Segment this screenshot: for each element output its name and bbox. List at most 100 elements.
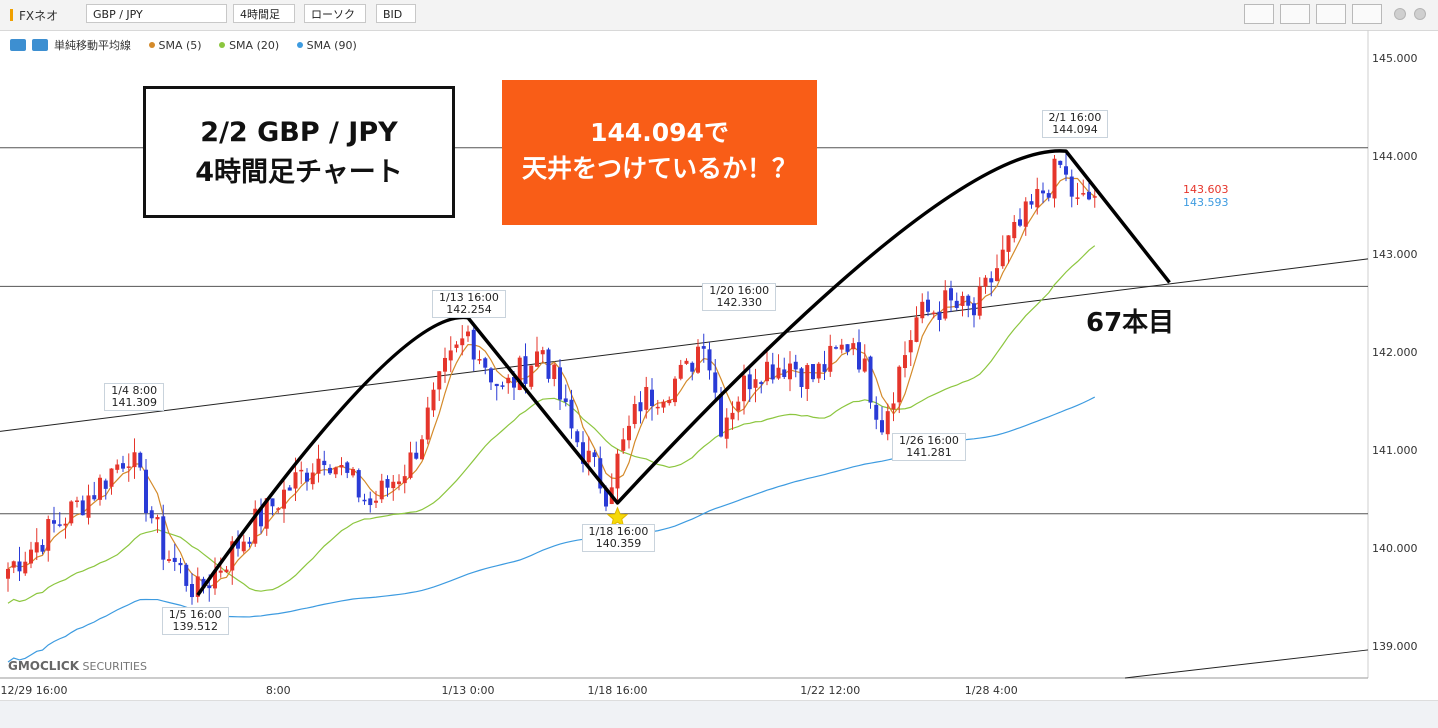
navigator-scrollbar[interactable] <box>0 700 1438 728</box>
y-tick-label-2: 143.000 <box>1372 248 1418 261</box>
candle-body <box>868 356 873 403</box>
candle-body <box>63 523 68 526</box>
chart-title-box: 2/2 GBP / JPY 4時間足チャート <box>143 86 455 218</box>
candle-body <box>995 268 999 282</box>
candle-body <box>1018 219 1022 226</box>
candle-body <box>770 364 775 380</box>
candle-body <box>920 301 925 319</box>
callout-box: 144.094で 天井をつけているか！？ <box>502 80 817 225</box>
candle-body <box>638 402 643 412</box>
candle-body <box>80 500 85 516</box>
candle-body <box>604 489 608 507</box>
candle-body <box>23 561 28 574</box>
candle-body <box>454 344 459 348</box>
price-label-6: 2/1 16:00 144.094 <box>1041 109 1109 138</box>
candle-body <box>397 481 401 485</box>
zigzag-pattern <box>196 149 1171 597</box>
y-tick-label-0: 145.000 <box>1372 52 1418 65</box>
candle-body <box>103 480 108 489</box>
expand-icon[interactable] <box>32 39 48 51</box>
price-label-2: 1/13 16:00 142.254 <box>432 290 506 319</box>
close-icon[interactable] <box>1414 8 1426 20</box>
y-tick-label-3: 142.000 <box>1372 346 1418 359</box>
candle-body <box>805 365 810 390</box>
trend-tool-icon[interactable] <box>1244 4 1274 24</box>
app-name: FXネオ <box>19 9 59 23</box>
trend-line-lower <box>1124 649 1369 679</box>
candle-body <box>86 495 91 518</box>
candle-body <box>172 557 177 562</box>
chart-style-select[interactable]: ローソク <box>304 4 366 23</box>
candle-body <box>834 347 838 349</box>
window-icon[interactable] <box>1352 4 1382 24</box>
logo-sub: SECURITIES <box>82 660 147 673</box>
candle-body <box>276 508 281 510</box>
timeframe-select[interactable]: 4時間足 <box>233 4 295 23</box>
candle-body <box>109 468 114 487</box>
candle-body <box>1035 188 1040 208</box>
candle-body <box>569 399 574 429</box>
candle-body <box>724 417 729 439</box>
candle-body <box>207 585 212 589</box>
list-icon[interactable] <box>10 39 26 51</box>
area-chart-icon[interactable] <box>1280 4 1310 24</box>
x-tick-label-4: 1/22 12:00 <box>800 684 861 697</box>
candle-body <box>707 349 712 371</box>
broker-logo: GMOCLICK SECURITIES <box>8 659 147 673</box>
callout-line2: 天井をつけているか！？ <box>521 154 797 183</box>
candle-body <box>316 458 321 474</box>
candle-body <box>517 357 522 390</box>
candle-body <box>742 375 746 402</box>
candle-body <box>667 400 672 404</box>
price-label-time: 1/18 16:00 <box>588 524 649 538</box>
x-tick-label-0: 12/29 16:00 <box>0 684 68 697</box>
candle-body <box>954 300 959 308</box>
candle-body <box>40 544 45 552</box>
x-tick-label-2: 1/13 0:00 <box>441 684 495 697</box>
candle-body <box>138 452 143 468</box>
candle-body <box>494 383 499 387</box>
sma90-swatch <box>296 42 303 48</box>
candle-body <box>466 331 470 337</box>
candle-body <box>121 463 125 469</box>
sma5-swatch <box>148 42 155 48</box>
candle-body <box>287 487 292 491</box>
low-star-icon <box>606 506 629 527</box>
candle-body <box>362 499 367 502</box>
price-label-time: 2/1 16:00 <box>1048 110 1102 124</box>
candle-body <box>776 367 781 379</box>
candle-body <box>816 363 821 379</box>
candle-body <box>529 365 534 387</box>
candle-body <box>540 350 545 355</box>
candle-body <box>29 549 33 564</box>
candle-body <box>765 361 769 382</box>
candle-body <box>839 344 844 350</box>
candle-body <box>477 359 482 361</box>
candle-body <box>661 401 666 408</box>
candle-body <box>891 403 896 410</box>
candle-body <box>880 420 884 433</box>
candle-body <box>310 472 315 485</box>
candle-body <box>69 501 74 524</box>
candle-body <box>753 379 758 388</box>
price-type-select[interactable]: BID <box>376 4 416 23</box>
candle-body <box>11 561 16 568</box>
candle-body <box>782 369 787 378</box>
candle-body <box>213 570 217 589</box>
candle-body <box>914 317 919 342</box>
trend-line-upper <box>0 258 1369 432</box>
candle-body <box>247 541 252 544</box>
candle-body <box>822 364 827 372</box>
current-price-red: 143.603 <box>1183 183 1229 197</box>
price-label-value: 141.281 <box>906 446 952 460</box>
camera-icon[interactable] <box>1316 4 1346 24</box>
symbol-select[interactable]: GBP / JPY <box>86 4 227 23</box>
candle-body <box>420 439 424 460</box>
candle-body <box>874 404 879 420</box>
candle-body <box>293 472 298 489</box>
minimize-icon[interactable] <box>1394 8 1406 20</box>
sma90-label: SMA (90) <box>306 39 357 52</box>
sma5-label: SMA (5) <box>158 39 202 52</box>
candle-body <box>431 389 436 411</box>
candle-body <box>696 346 700 373</box>
